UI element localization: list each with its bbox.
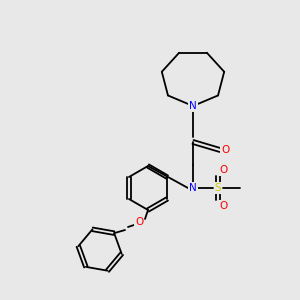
Text: O: O bbox=[135, 217, 143, 227]
Text: O: O bbox=[219, 165, 227, 175]
Text: O: O bbox=[219, 201, 227, 211]
Text: S: S bbox=[215, 183, 221, 193]
Text: N: N bbox=[189, 101, 197, 111]
Text: O: O bbox=[221, 145, 229, 155]
Text: N: N bbox=[189, 183, 197, 193]
